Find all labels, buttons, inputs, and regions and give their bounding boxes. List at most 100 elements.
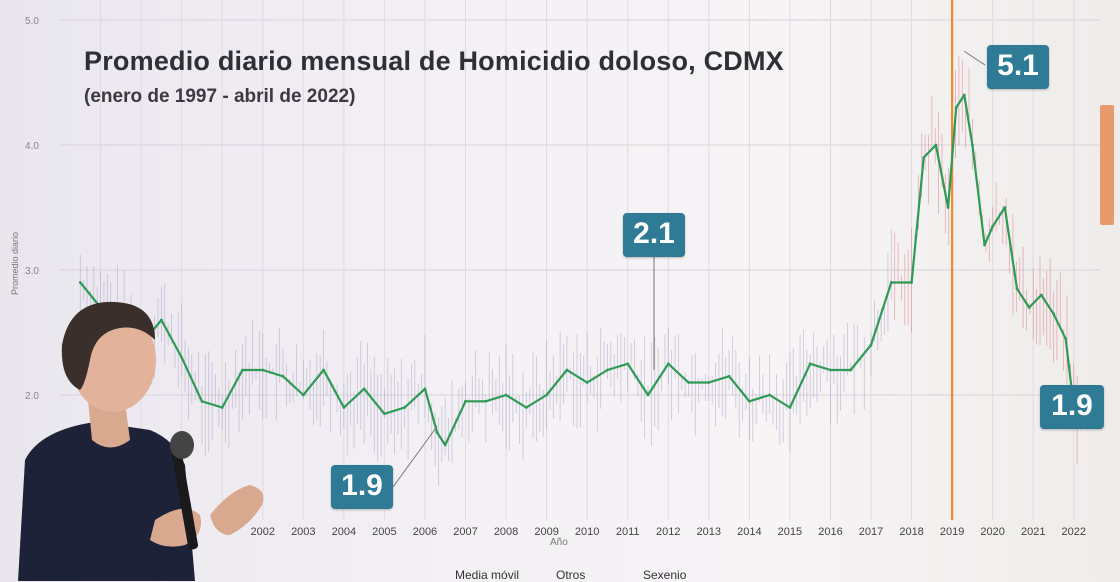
series-point bbox=[747, 399, 751, 403]
series-point bbox=[585, 381, 589, 384]
series-point bbox=[922, 156, 926, 159]
series-point bbox=[261, 368, 265, 372]
x-tick-label: 2017 bbox=[859, 526, 883, 538]
y-tick-label: 5.0 bbox=[25, 16, 39, 27]
x-tick-label: 2002 bbox=[251, 526, 275, 538]
x-tick-label: 2011 bbox=[616, 526, 640, 538]
series-point bbox=[1027, 306, 1031, 309]
series-point bbox=[971, 143, 974, 147]
y-tick-label: 4.0 bbox=[25, 141, 39, 152]
x-tick-label: 2013 bbox=[697, 526, 721, 538]
series-point bbox=[200, 399, 204, 403]
side-accent-bar bbox=[1100, 105, 1114, 225]
x-tick-label: 2019 bbox=[940, 526, 964, 538]
series-point bbox=[78, 281, 82, 284]
annotation-label-peak: 5.1 bbox=[987, 45, 1049, 89]
chart-title: Promedio diario mensual de Homicidio dol… bbox=[84, 46, 784, 76]
series-point bbox=[788, 406, 792, 409]
series-point bbox=[524, 406, 528, 409]
series-point bbox=[1052, 312, 1055, 316]
speaker-right-hand bbox=[210, 485, 264, 535]
y-tick-label: 3.0 bbox=[25, 266, 39, 277]
series-point bbox=[869, 343, 873, 347]
y-tick-label: 2.0 bbox=[25, 391, 39, 402]
legend-item-sexenio: Sexenio bbox=[643, 568, 687, 582]
series-point bbox=[962, 93, 966, 97]
legend-item-media-movil: Media móvil bbox=[455, 568, 520, 582]
series-point bbox=[983, 243, 986, 247]
series-point bbox=[727, 374, 731, 378]
series-point bbox=[362, 387, 366, 391]
x-axis-label: Año bbox=[550, 537, 568, 548]
series-point bbox=[423, 387, 427, 391]
monthly-values bbox=[79, 56, 1081, 486]
series-point bbox=[484, 399, 488, 403]
series-point bbox=[808, 362, 812, 366]
series-point bbox=[435, 431, 439, 434]
x-tick-label: 2016 bbox=[818, 526, 842, 538]
x-tick-label: 2010 bbox=[575, 526, 599, 538]
series-point bbox=[322, 368, 325, 372]
series-point bbox=[383, 412, 386, 416]
x-tick-label: 2007 bbox=[453, 526, 477, 538]
microphone-body bbox=[172, 450, 198, 550]
x-tick-label: 2005 bbox=[372, 526, 396, 538]
speaker-photo bbox=[18, 301, 264, 581]
series-point bbox=[241, 368, 244, 372]
series-point bbox=[565, 368, 569, 372]
x-tick-label: 2003 bbox=[291, 526, 315, 538]
annotation-pointer-2006 bbox=[392, 425, 438, 488]
x-tick-labels: 2002 2003 2004 2005 2006 2007 2008 2009 2010 2011… bbox=[251, 526, 1087, 538]
speaker-hair bbox=[61, 301, 155, 390]
series-point bbox=[626, 362, 630, 366]
x-tick-label: 2004 bbox=[332, 526, 356, 538]
annotation-pointers bbox=[392, 50, 986, 488]
x-tick-label: 2006 bbox=[413, 526, 437, 538]
speaker-torso bbox=[18, 422, 195, 581]
series-point bbox=[910, 281, 913, 284]
x-tick-label: 2022 bbox=[1062, 526, 1086, 538]
x-tick-label: 2018 bbox=[899, 526, 923, 538]
series-point bbox=[934, 143, 938, 147]
series-point bbox=[991, 224, 995, 228]
series-point bbox=[889, 281, 893, 284]
x-tick-label: 2009 bbox=[534, 526, 558, 538]
series-point bbox=[220, 406, 224, 409]
series-point bbox=[1064, 337, 1068, 341]
series-point bbox=[666, 362, 670, 366]
annotation-label-latest: 1.9 bbox=[1040, 385, 1104, 429]
legend-item-otros: Otros bbox=[556, 568, 586, 582]
series-point bbox=[281, 374, 285, 378]
series-point bbox=[687, 381, 690, 384]
series-lines bbox=[78, 93, 1084, 447]
series-point bbox=[829, 368, 832, 372]
annotation-label-2006: 1.9 bbox=[331, 465, 393, 509]
series-point bbox=[464, 399, 467, 403]
series-point bbox=[1039, 293, 1043, 297]
chart-subtitle: (enero de 1997 - abril de 2022) bbox=[84, 86, 356, 107]
series-point bbox=[606, 368, 609, 372]
microphone-head bbox=[170, 431, 194, 459]
series-point bbox=[954, 106, 958, 109]
series-point bbox=[180, 356, 184, 359]
series-point bbox=[1015, 287, 1019, 291]
series-point bbox=[504, 393, 508, 397]
x-tick-label: 2014 bbox=[737, 526, 761, 538]
y-axis-label: Promedio diario bbox=[10, 232, 20, 295]
series-point bbox=[545, 393, 549, 397]
series-point bbox=[342, 406, 346, 409]
x-tick-label: 2012 bbox=[656, 526, 680, 538]
speaker-neck bbox=[88, 400, 130, 448]
y-tick-labels: 2.0 3.0 4.0 5.0 bbox=[25, 16, 39, 402]
series-point bbox=[646, 393, 650, 397]
x-tick-label: 2015 bbox=[778, 526, 802, 538]
series-point bbox=[1003, 206, 1007, 209]
x-tick-label: 2020 bbox=[980, 526, 1004, 538]
series-point bbox=[707, 381, 711, 384]
x-tick-label: 2008 bbox=[494, 526, 518, 538]
series-point bbox=[443, 443, 447, 447]
annotation-pointer-peak bbox=[964, 50, 986, 66]
series-point bbox=[768, 393, 772, 397]
x-tick-label: 2021 bbox=[1021, 526, 1045, 538]
